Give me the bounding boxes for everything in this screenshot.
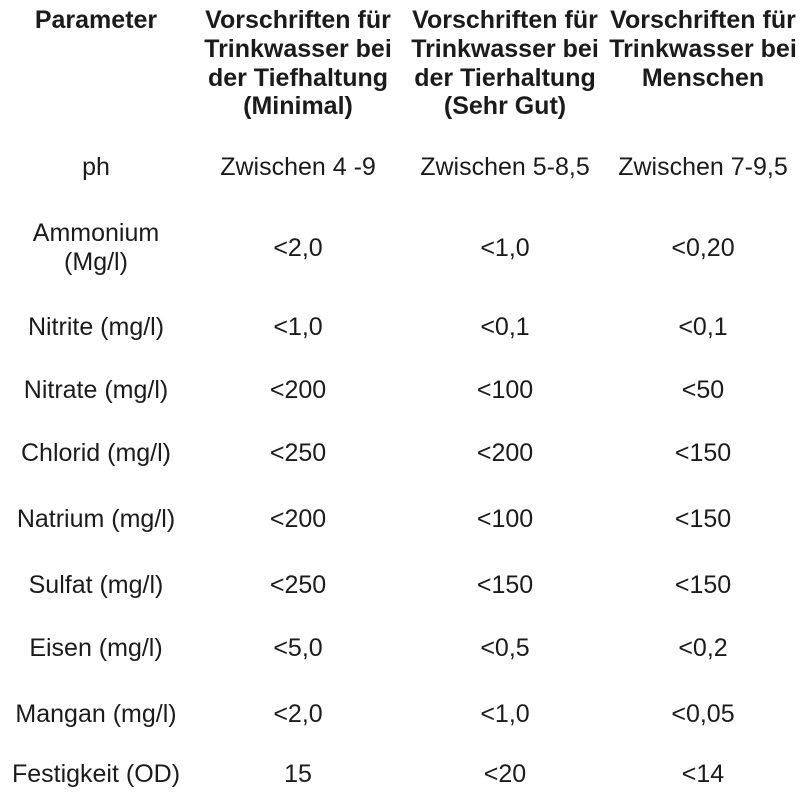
table-row: Festigkeit (OD) 15 <20 <14	[0, 748, 800, 800]
column-header-tierhaltung-sehr-gut: Vorschriften für Trinkwasser bei der Tie…	[411, 6, 599, 121]
cell-sehr-gut: <100	[476, 375, 534, 404]
cell-parameter: Natrium (mg/l)	[16, 504, 176, 533]
cell-minimal: <200	[269, 375, 327, 404]
cell-minimal: Zwischen 4 -9	[220, 152, 376, 181]
cell-minimal: <5,0	[273, 634, 323, 663]
table-row: Natrium (mg/l) <200 <100 <150	[0, 485, 800, 553]
cell-parameter: Sulfat (mg/l)	[28, 570, 164, 599]
cell-menschen: <150	[674, 504, 732, 533]
cell-sehr-gut: <150	[476, 570, 534, 599]
cell-minimal: <2,0	[273, 699, 323, 728]
cell-menschen: <14	[681, 759, 725, 788]
column-header-tiefhaltung-minimal: Vorschriften für Trinkwasser bei der Tie…	[204, 6, 392, 121]
table-row: Eisen (mg/l) <5,0 <0,5 <0,2	[0, 617, 800, 680]
cell-parameter: ph	[82, 152, 110, 181]
table-row: ph Zwischen 4 -9 Zwischen 5-8,5 Zwischen…	[0, 134, 800, 200]
cell-sehr-gut: <20	[483, 759, 527, 788]
table-row: Ammonium (Mg/l) <2,0 <1,0 <0,20	[0, 200, 800, 296]
table-row: Chlorid (mg/l) <250 <200 <150	[0, 422, 800, 485]
table-row: Nitrite (mg/l) <1,0 <0,1 <0,1	[0, 296, 800, 358]
cell-minimal: <250	[269, 570, 327, 599]
cell-minimal: <1,0	[273, 312, 323, 341]
cell-menschen: <50	[681, 375, 725, 404]
cell-menschen: <0,1	[678, 312, 728, 341]
table-row: Sulfat (mg/l) <250 <150 <150	[0, 553, 800, 617]
cell-menschen: <150	[674, 439, 732, 468]
column-header-menschen: Vorschriften für Trinkwasser bei Mensche…	[609, 6, 797, 92]
cell-sehr-gut: <1,0	[480, 233, 530, 262]
cell-menschen: <0,05	[671, 699, 735, 728]
header-row: Parameter Vorschriften für Trinkwasser b…	[0, 0, 800, 134]
table-row: Mangan (mg/l) <2,0 <1,0 <0,05	[0, 680, 800, 748]
cell-menschen: <0,20	[671, 233, 735, 262]
cell-sehr-gut: <100	[476, 504, 534, 533]
cell-parameter: Chlorid (mg/l)	[20, 439, 172, 468]
column-header-parameter: Parameter	[34, 6, 158, 34]
cell-sehr-gut: <0,5	[480, 634, 530, 663]
cell-parameter: Ammonium (Mg/l)	[32, 219, 160, 276]
cell-menschen: <150	[674, 570, 732, 599]
cell-menschen: <0,2	[678, 634, 728, 663]
table-header: Parameter Vorschriften für Trinkwasser b…	[0, 0, 800, 134]
cell-sehr-gut: <200	[476, 439, 534, 468]
cell-parameter: Nitrate (mg/l)	[23, 375, 169, 404]
cell-sehr-gut: <1,0	[480, 699, 530, 728]
cell-parameter: Festigkeit (OD)	[11, 759, 181, 788]
cell-parameter: Eisen (mg/l)	[29, 634, 163, 663]
table-row: Nitrate (mg/l) <200 <100 <50	[0, 358, 800, 422]
cell-sehr-gut: Zwischen 5-8,5	[420, 152, 590, 181]
cell-menschen: Zwischen 7-9,5	[618, 152, 788, 181]
cell-parameter: Nitrite (mg/l)	[27, 312, 165, 341]
cell-minimal: <200	[269, 504, 327, 533]
table-body: ph Zwischen 4 -9 Zwischen 5-8,5 Zwischen…	[0, 134, 800, 800]
cell-minimal: <250	[269, 439, 327, 468]
cell-minimal: 15	[284, 759, 312, 788]
cell-minimal: <2,0	[273, 233, 323, 262]
cell-parameter: Mangan (mg/l)	[15, 699, 177, 728]
cell-sehr-gut: <0,1	[480, 312, 530, 341]
